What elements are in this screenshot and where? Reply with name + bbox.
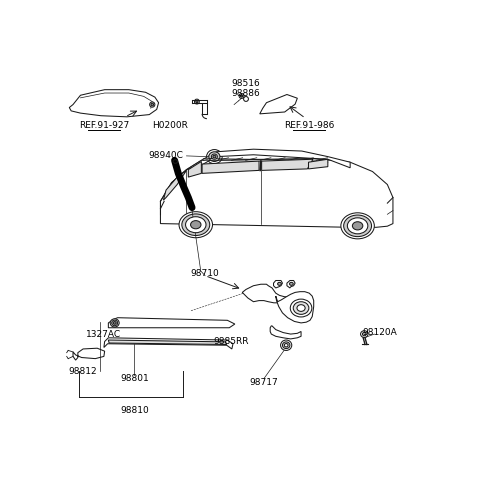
Ellipse shape [352, 222, 363, 230]
Ellipse shape [277, 282, 281, 285]
Polygon shape [274, 280, 282, 288]
Ellipse shape [348, 218, 368, 234]
Ellipse shape [110, 319, 119, 327]
Ellipse shape [113, 322, 116, 324]
Ellipse shape [211, 154, 217, 159]
Polygon shape [276, 292, 314, 323]
Ellipse shape [179, 212, 213, 238]
Polygon shape [160, 158, 393, 227]
Ellipse shape [186, 217, 206, 233]
Polygon shape [188, 161, 202, 177]
Ellipse shape [240, 95, 243, 97]
Text: 98120A: 98120A [362, 328, 397, 337]
Ellipse shape [290, 299, 312, 317]
Ellipse shape [360, 331, 368, 338]
Ellipse shape [196, 101, 198, 103]
Ellipse shape [173, 159, 178, 163]
Polygon shape [186, 149, 350, 170]
Ellipse shape [289, 282, 293, 285]
Ellipse shape [344, 215, 372, 237]
Polygon shape [69, 90, 158, 117]
Text: 98801: 98801 [120, 374, 149, 383]
Polygon shape [309, 159, 328, 169]
Text: REF.91-927: REF.91-927 [79, 121, 129, 129]
Text: 98940C: 98940C [148, 151, 183, 160]
Polygon shape [270, 326, 301, 339]
Ellipse shape [182, 214, 210, 236]
Text: 98717: 98717 [250, 378, 278, 387]
Ellipse shape [362, 332, 366, 336]
Ellipse shape [206, 149, 222, 164]
Text: 1327AC: 1327AC [86, 330, 121, 339]
Polygon shape [242, 284, 292, 303]
Text: 98710: 98710 [191, 269, 219, 278]
Text: REF.91-986: REF.91-986 [284, 121, 335, 129]
Polygon shape [108, 340, 227, 345]
Text: 98812: 98812 [69, 367, 97, 376]
Text: 98810: 98810 [120, 406, 149, 415]
Polygon shape [287, 280, 295, 288]
Polygon shape [202, 161, 259, 173]
Ellipse shape [151, 103, 154, 106]
Text: 98516
98886: 98516 98886 [232, 79, 260, 98]
Ellipse shape [191, 221, 201, 229]
Polygon shape [73, 348, 105, 360]
Text: 9885RR: 9885RR [214, 337, 249, 346]
Polygon shape [262, 159, 313, 170]
Polygon shape [163, 170, 186, 200]
Ellipse shape [209, 152, 220, 161]
Polygon shape [108, 318, 235, 328]
Ellipse shape [112, 320, 118, 326]
Ellipse shape [297, 305, 305, 311]
Ellipse shape [213, 155, 216, 158]
Ellipse shape [293, 302, 309, 314]
Ellipse shape [341, 213, 374, 239]
Ellipse shape [281, 340, 292, 351]
Polygon shape [260, 95, 297, 114]
Ellipse shape [150, 102, 155, 107]
Ellipse shape [282, 342, 290, 349]
Ellipse shape [284, 344, 288, 347]
Polygon shape [104, 338, 233, 349]
Text: H0200R: H0200R [153, 121, 188, 130]
